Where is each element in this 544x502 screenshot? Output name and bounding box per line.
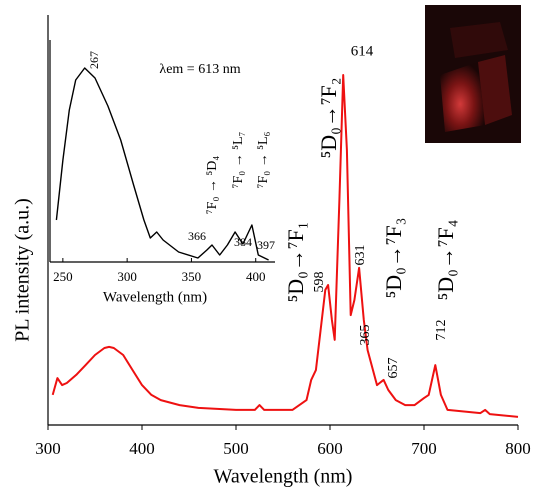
x-tick-label: 500 [223, 439, 249, 458]
peak-label: 365 [358, 325, 373, 346]
x-tick-label: 300 [35, 439, 61, 458]
transition-label: ⁵D₀→⁷F₄ [433, 220, 458, 301]
x-tick-label: 800 [505, 439, 531, 458]
transition-label: ⁷F₀ → ⁵L₆ [256, 131, 271, 188]
peak-label: 712 [434, 320, 449, 341]
x-tick-label: 350 [182, 269, 202, 284]
peak-label: 657 [386, 358, 401, 379]
x-axis-label: Wavelength (nm) [103, 289, 207, 305]
photo [425, 5, 521, 143]
x-axis-label: Wavelength (nm) [214, 466, 353, 488]
peak-label: 631 [353, 245, 368, 266]
transition-label: ⁷F₀ → ⁵D₄ [205, 156, 220, 215]
peak-label: 267 [87, 51, 101, 69]
peak-label: 598 [312, 272, 327, 293]
peak-label: 384 [234, 235, 252, 249]
peak-label: 614 [351, 43, 374, 59]
annotation: λem = 613 nm [159, 62, 240, 77]
spectrum-line [51, 74, 519, 418]
x-tick-label: 400 [246, 269, 266, 284]
spectrum-line [55, 67, 269, 261]
y-axis-label: PL intensity (a.u.) [12, 198, 34, 342]
x-tick-label: 700 [411, 439, 437, 458]
transition-label: ⁵D₀→⁷F₂ [316, 78, 341, 159]
transition-label: ⁵D₀→⁷F₁ [283, 222, 308, 303]
x-tick-label: 250 [53, 269, 73, 284]
x-tick-label: 600 [317, 439, 343, 458]
peak-label: 397 [257, 238, 275, 252]
x-tick-label: 300 [117, 269, 137, 284]
peak-label: 366 [188, 229, 206, 243]
x-tick-label: 400 [129, 439, 155, 458]
transition-label: ⁵D₀→⁷F₃ [381, 218, 406, 299]
transition-label: ⁷F₀ → ⁵L₇ [231, 131, 246, 188]
